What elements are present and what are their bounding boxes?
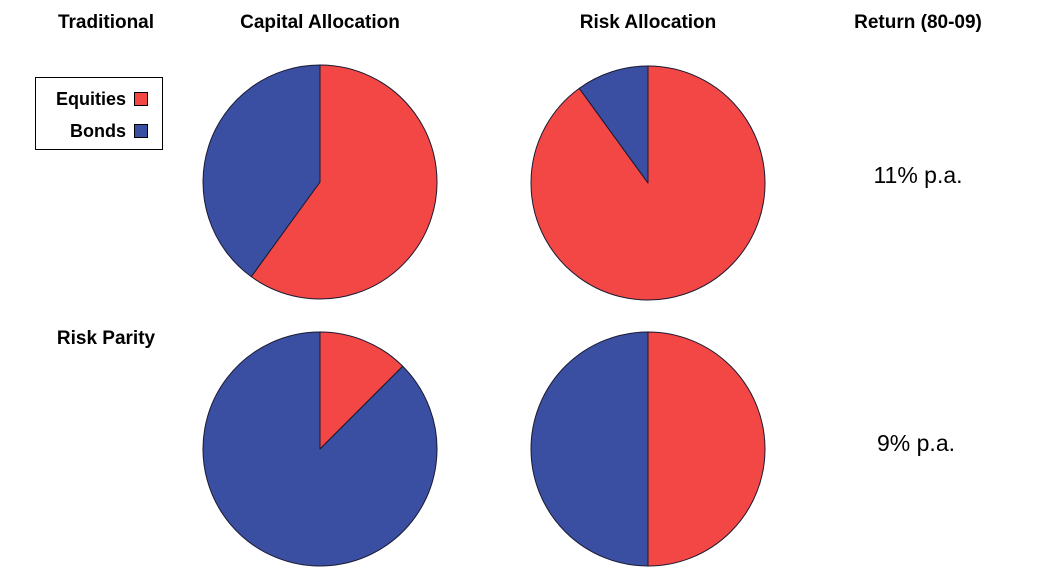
return-risk-parity: 9% p.a. [877, 430, 955, 456]
pie-slice-bonds [202, 64, 321, 278]
pie-risk-parity-risk-allocation [530, 331, 766, 567]
header-traditional: Traditional [57, 12, 155, 33]
pie-slice-equities [250, 64, 438, 300]
legend-swatch-bonds [134, 124, 148, 138]
return-traditional: 11% p.a. [873, 162, 963, 188]
pie-slice-bonds [202, 331, 438, 567]
pie-traditional-risk-allocation [530, 65, 766, 301]
legend: Equities Bonds [35, 77, 163, 150]
pie-slice-bonds [578, 65, 649, 184]
pie-slice-equities [319, 331, 404, 450]
legend-label-bonds: Bonds [70, 120, 126, 141]
pie-traditional-capital-allocation [202, 64, 438, 300]
header-risk-allocation: Risk Allocation [579, 12, 717, 33]
pie-slice-equities [647, 331, 766, 567]
header-capital-allocation: Capital Allocation [240, 12, 400, 33]
header-return: Return (80-09) [854, 12, 982, 33]
legend-item-bonds: Bonds [70, 121, 148, 141]
legend-label-equities: Equities [55, 88, 126, 109]
pie-slice-bonds [530, 331, 649, 567]
legend-swatch-equities [134, 92, 148, 106]
legend-item-equities: Equities [56, 89, 148, 109]
row-label-risk-parity: Risk Parity [56, 328, 156, 349]
pie-risk-parity-capital-allocation [202, 331, 438, 567]
